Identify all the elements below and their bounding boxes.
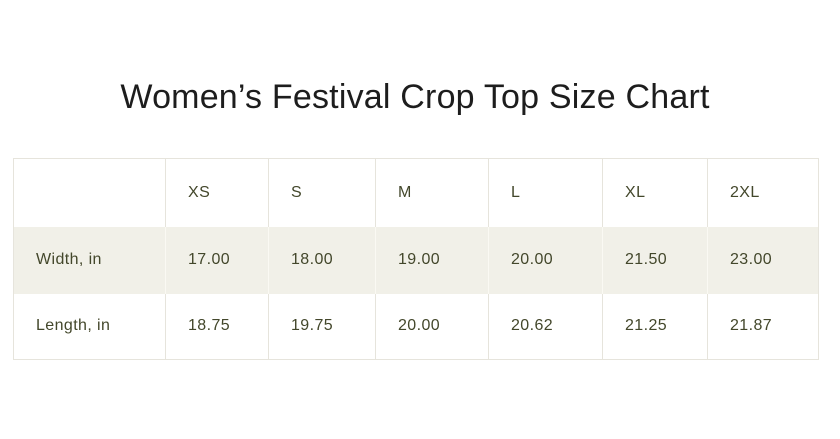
value-cell-length-l: 20.62: [488, 293, 603, 360]
corner-cell: [14, 159, 166, 227]
column-header-m: M: [375, 158, 489, 227]
value-cell-width-2xl: 23.00: [707, 226, 819, 294]
row-label-width: Width, in: [13, 226, 166, 294]
row-label-length: Length, in: [36, 317, 111, 335]
value-cell-width-m: 19.00: [375, 226, 489, 294]
value-cell-length-s: 19.75: [268, 293, 376, 360]
page-title: Women’s Festival Crop Top Size Chart: [120, 78, 710, 116]
value-cell-length-xl: 21.25: [602, 293, 708, 360]
column-header-s: S: [268, 158, 376, 227]
value-cell-width-xs: 17.00: [165, 226, 269, 294]
table-row-length: Length, in 18.75 19.75 20.00 20.62 21.25…: [14, 293, 819, 360]
value-cell-width-xl: 21.50: [602, 226, 708, 294]
header-row: XS S M L XL 2XL: [14, 158, 819, 227]
value-cell-length-2xl: 21.87: [707, 293, 819, 360]
value-cell-length-m: 20.00: [375, 293, 489, 360]
column-header-l: L: [488, 158, 603, 227]
column-header-xl: XL: [602, 158, 708, 227]
table-row-width: Width, in 17.00 18.00 19.00 20.00 21.50 …: [13, 226, 819, 294]
column-header-xs: XS: [165, 158, 269, 227]
value-cell-width-s: 18.00: [268, 226, 376, 294]
column-header-2xl: 2XL: [707, 158, 819, 227]
value-cell-width-l: 20.00: [488, 226, 603, 294]
value-cell-length-xs: 18.75: [165, 293, 269, 360]
size-chart-table: XS S M L XL 2XL Width, in 17.00 18.00 19…: [13, 158, 819, 360]
